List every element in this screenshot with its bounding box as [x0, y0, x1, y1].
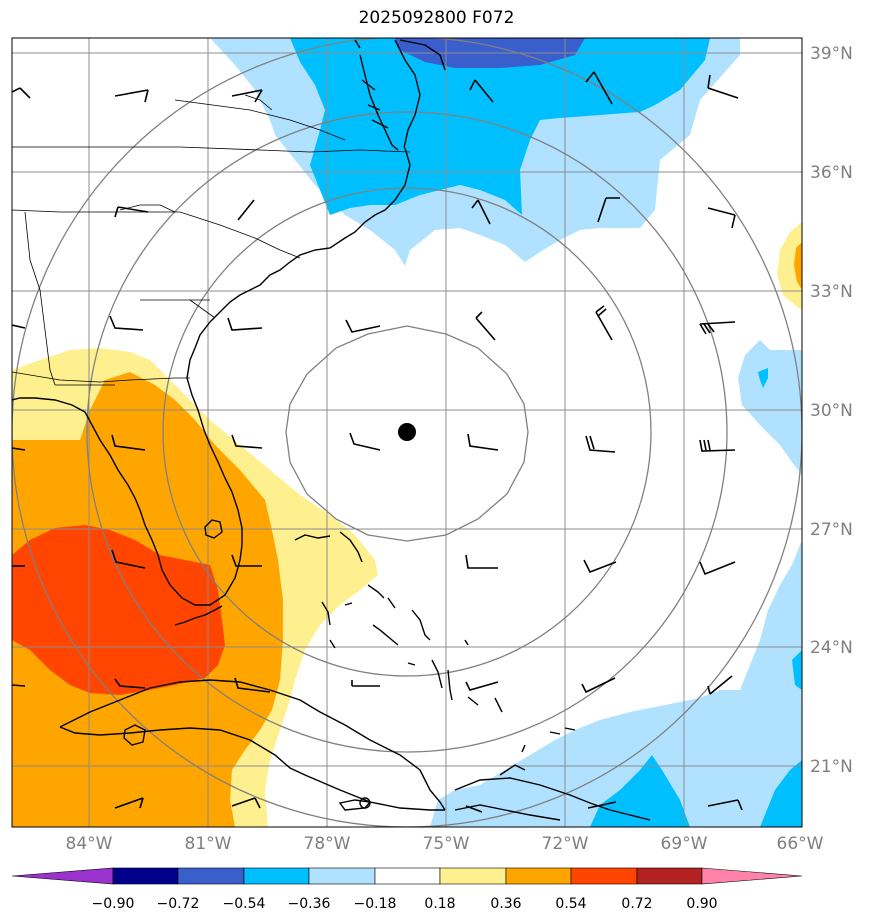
lon-label: 84°W — [66, 834, 113, 854]
colorbar-label: −0.36 — [288, 896, 331, 912]
lon-label: 69°W — [661, 834, 708, 854]
wind-barbs — [12, 71, 743, 813]
map-area — [12, 38, 802, 827]
storm-center-marker — [398, 423, 416, 441]
colorbar-label: 0.90 — [686, 896, 717, 912]
contour-fill-neg036-southeast — [590, 755, 690, 827]
colorbar-label: −0.90 — [92, 896, 135, 912]
colorbar-label: 0.72 — [621, 896, 652, 912]
contour-fill-pos018-east — [777, 222, 802, 310]
colorbar-label: −0.72 — [157, 896, 200, 912]
map-frame — [11, 37, 803, 828]
lon-label: 75°W — [423, 834, 470, 854]
map-title: 2025092800 F072 — [358, 8, 515, 28]
colorbar-extend-high — [701, 867, 803, 885]
lat-label: 33°N — [810, 282, 853, 302]
lon-label: 81°W — [185, 834, 232, 854]
lon-label: 72°W — [542, 834, 589, 854]
colorbar-label: −0.18 — [354, 896, 397, 912]
lat-label: 30°N — [810, 401, 853, 421]
contour-fill-neg036-east-small — [758, 368, 768, 388]
contour-fill-neg018-east — [738, 340, 802, 475]
lon-label: 66°W — [777, 834, 824, 854]
colorbar-label: 0.18 — [424, 896, 455, 912]
lon-label: 78°W — [304, 834, 351, 854]
contour-fill-neg018-southeast — [430, 540, 802, 827]
colorbar — [11, 867, 803, 885]
lat-lon-gridlines — [12, 38, 802, 827]
colorbar-label: 0.54 — [555, 896, 586, 912]
contour-fill-neg036-southeast-b — [760, 760, 802, 827]
latitude-labels: 39°N 36°N 33°N 30°N 27°N 24°N 21°N — [810, 44, 853, 777]
colorbar-label: 0.36 — [490, 896, 521, 912]
contour-fill-neg036-north — [290, 38, 710, 215]
lat-label: 36°N — [810, 163, 853, 183]
contour-fill-pos054-west — [12, 525, 225, 695]
longitude-labels: 84°W 81°W 78°W 75°W 72°W 69°W 66°W — [66, 834, 824, 854]
lat-label: 27°N — [810, 520, 853, 540]
colorbar-extend-low — [11, 867, 114, 885]
lat-label: 21°N — [810, 757, 853, 777]
range-rings — [12, 38, 802, 827]
contour-fill-pos036-east — [794, 242, 802, 290]
lat-label: 24°N — [810, 638, 853, 658]
colorbar-label: −0.54 — [223, 896, 266, 912]
coastlines — [12, 39, 651, 821]
political-borders — [12, 94, 411, 386]
contour-fill-neg036-east-edge — [792, 650, 802, 690]
colorbar-tick-labels: −0.90 −0.72 −0.54 −0.36 −0.18 0.18 0.36 … — [92, 896, 718, 912]
lat-label: 39°N — [810, 44, 853, 64]
